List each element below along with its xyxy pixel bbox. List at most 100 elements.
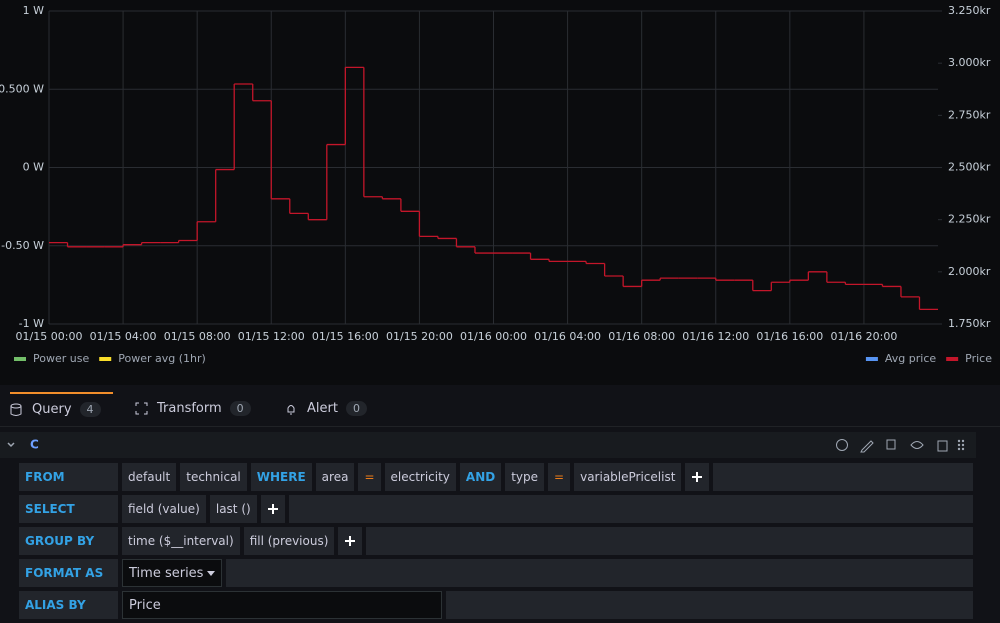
row-filler <box>288 495 973 523</box>
tab[interactable]: Alert 0 <box>285 392 367 425</box>
hide-icon[interactable] <box>910 441 924 449</box>
token-text: Time series <box>129 565 204 581</box>
plus-icon <box>692 472 703 482</box>
query-header-icons: C <box>7 438 965 453</box>
query-header: C <box>0 432 976 458</box>
row-filler <box>226 559 973 587</box>
token-text: AND <box>465 470 496 484</box>
y2-tick-label: 2.500kr <box>948 161 991 174</box>
legend-label: Avg price <box>885 352 936 365</box>
query-token[interactable]: electricity <box>384 463 456 491</box>
tab-count: 0 <box>229 401 251 416</box>
legend-label: Power use <box>33 352 89 365</box>
query-row: SELECT field (value) last () <box>19 495 973 523</box>
caret <box>207 570 215 576</box>
token-text: Price <box>129 597 161 613</box>
legend-item[interactable]: Power avg (1hr) <box>99 352 206 365</box>
row-filler <box>366 527 973 555</box>
x-tick-label: 01/16 00:00 <box>460 330 527 343</box>
tab-icon <box>10 403 22 416</box>
x-tick-label: 01/16 08:00 <box>608 330 675 343</box>
chart: -1 W -0.50 W 0 W 0.500 W 1 W 1.750kr 2.000kr 2.… <box>0 4 993 365</box>
legend-item[interactable]: Power use <box>14 352 89 365</box>
y-tick-label: -1 W <box>19 317 44 330</box>
token-text: field (value) <box>128 502 200 516</box>
token-text: electricity <box>390 470 450 484</box>
token-text: time ($__interval) <box>128 534 234 548</box>
query-token[interactable]: default <box>122 463 177 491</box>
y-tick-label: -0.50 W <box>1 239 44 252</box>
token-text: = <box>554 470 565 484</box>
y2-tick-label: 2.750kr <box>948 108 991 121</box>
x-tick-label: 01/15 00:00 <box>16 330 83 343</box>
legend-item[interactable]: Avg price <box>865 352 936 365</box>
tab-count: 0 <box>345 401 367 416</box>
row-filler <box>713 463 973 491</box>
tab-bar: Query 4 Transform 0 Alert 0 <box>0 392 1000 427</box>
x-tick-label: 01/16 16:00 <box>756 330 823 343</box>
y2-tick-label: 1.750kr <box>948 317 991 330</box>
token-text: technical <box>186 470 241 484</box>
query-rows: FROM default technical WHERE area = electricit… <box>19 463 973 623</box>
tab[interactable]: Query 4 <box>10 392 113 425</box>
query-token[interactable]: WHERE <box>250 463 312 491</box>
query-token[interactable]: AND <box>459 463 502 491</box>
row-label: GROUP BY <box>19 527 118 555</box>
tab-count: 4 <box>79 402 101 417</box>
row-label: FROM <box>19 463 118 491</box>
y2-tick-label: 2.000kr <box>948 265 991 278</box>
y-tick-label: 0.500 W <box>0 82 44 95</box>
query-token[interactable]: time ($__interval) <box>122 527 240 555</box>
row-label: FORMAT AS <box>19 559 118 587</box>
x-tick-label: 01/15 20:00 <box>386 330 453 343</box>
token-text: last () <box>215 502 251 516</box>
query-token[interactable]: last () <box>209 495 257 523</box>
add-button[interactable] <box>338 527 363 555</box>
x-tick-label: 01/16 04:00 <box>534 330 601 343</box>
query-row: FROM default technical WHERE area = electricit… <box>19 463 973 491</box>
drag-handle[interactable] <box>957 439 965 451</box>
query-row: GROUP BY time ($__interval) fill (previous… <box>19 527 973 555</box>
plus-icon <box>267 504 278 514</box>
row-filler <box>446 591 973 619</box>
delete-icon[interactable] <box>937 440 948 452</box>
add-button[interactable] <box>260 495 285 523</box>
y2-tick-label: 3.000kr <box>948 56 991 69</box>
tab-icon <box>135 402 148 414</box>
query-token[interactable]: Price <box>122 591 442 619</box>
tab-icon <box>287 404 295 414</box>
row-label: SELECT <box>19 495 118 523</box>
y2-tick-label: 3.250kr <box>948 4 991 17</box>
query-token[interactable]: type <box>505 463 545 491</box>
x-tick-label: 01/15 16:00 <box>312 330 379 343</box>
edit-icon[interactable] <box>860 440 874 453</box>
help-icon[interactable] <box>836 439 848 451</box>
y-tick-label: 1 W <box>23 4 44 17</box>
query-token[interactable]: field (value) <box>122 495 206 523</box>
tab[interactable]: Transform 0 <box>135 392 251 425</box>
query-token[interactable]: Time series <box>122 559 222 587</box>
legend-label: Price <box>965 352 992 365</box>
x-tick-label: 01/15 08:00 <box>164 330 231 343</box>
collapse-icon[interactable] <box>7 442 15 448</box>
x-tick-label: 01/15 04:00 <box>90 330 157 343</box>
token-text: fill (previous) <box>249 534 329 548</box>
token-text: type <box>511 470 539 484</box>
legend-item[interactable]: Price <box>946 352 992 365</box>
tab-label: Alert <box>307 401 338 416</box>
query-row: ALIAS BY Price <box>19 591 973 619</box>
query-token[interactable]: area <box>315 463 355 491</box>
x-tick-label: 01/16 12:00 <box>682 330 749 343</box>
add-button[interactable] <box>685 463 710 491</box>
duplicate-icon[interactable] <box>886 439 896 450</box>
tab-label: Transform <box>157 401 222 416</box>
query-token[interactable]: variablePricelist <box>574 463 682 491</box>
legend-label: Power avg (1hr) <box>118 352 206 365</box>
query-token[interactable]: = <box>358 463 381 491</box>
token-text: area <box>321 470 349 484</box>
query-token[interactable]: technical <box>180 463 247 491</box>
tab-label: Query <box>32 402 72 417</box>
query-token[interactable]: fill (previous) <box>243 527 335 555</box>
query-token[interactable]: = <box>548 463 571 491</box>
